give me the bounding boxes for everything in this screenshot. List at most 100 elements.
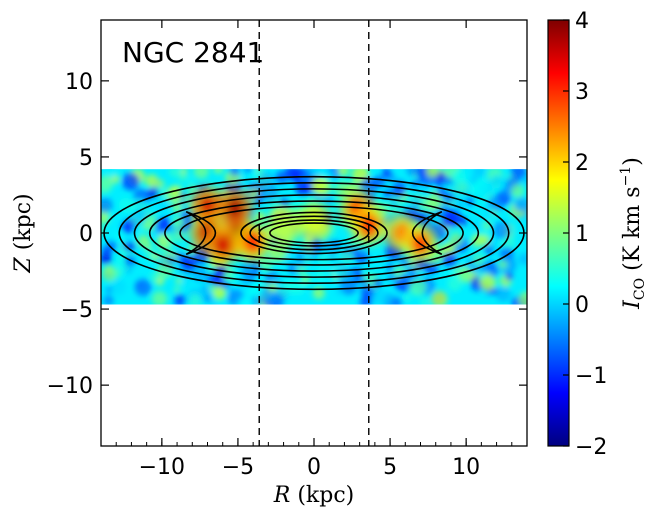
colorbar-tick-label: 1 (575, 222, 589, 247)
map-texture-cell (474, 181, 493, 199)
y-tick-label: 5 (79, 146, 93, 171)
y-tick-label: −10 (47, 374, 93, 399)
map-texture-cell (322, 194, 334, 206)
map-texture-cell (187, 176, 194, 183)
colorbar-tick-label: −1 (575, 364, 607, 389)
map-texture-cell (109, 278, 127, 296)
contour-inner (240, 211, 388, 255)
map-texture-cell (181, 276, 192, 288)
map-texture-cell (311, 169, 326, 177)
map-texture-cell (246, 279, 264, 297)
map-texture-cell (452, 170, 466, 184)
colorbar-tick-label: 3 (575, 80, 589, 105)
co-hotspot (224, 196, 245, 221)
map-texture-cell (479, 274, 497, 291)
map-texture-cell (420, 298, 430, 305)
map-texture-cell (370, 287, 389, 305)
contour-outer (133, 188, 495, 278)
map-texture-cell (101, 252, 112, 265)
co-hotspot (243, 230, 264, 255)
map-texture-cell (510, 184, 525, 198)
map-texture-cell (455, 181, 469, 194)
x-axis-label: R (kpc) (273, 483, 354, 508)
map-texture-cell (505, 272, 513, 281)
colorbar: −2 −1 0 1 2 3 4 ICO (K km s−1) (547, 9, 648, 460)
map-texture-cell (337, 169, 350, 177)
map-texture-cell (137, 234, 151, 248)
map-texture-cell (118, 197, 134, 213)
plot-area: −10 −5 0 5 10 −10 −5 0 5 10 NGC 2841 R (kpc) Z (… (11, 19, 528, 508)
y-tick-label: −5 (61, 298, 93, 323)
map-texture-cell (173, 286, 181, 294)
map-texture-cell (134, 278, 152, 296)
map-texture-cell (513, 196, 527, 212)
map-texture-cell (102, 245, 112, 256)
map-texture-cell (331, 266, 342, 277)
colorbar-tick-label: 2 (575, 151, 589, 176)
map-texture-cell (121, 172, 140, 191)
map-texture-cell (169, 169, 181, 178)
map-texture-cell (521, 175, 527, 186)
colorbar-ticks: −2 −1 0 1 2 3 4 (563, 9, 607, 460)
colorbar-label: ICO (K km s−1) (618, 157, 648, 310)
contour-inner (249, 215, 379, 251)
map-texture-cell (382, 169, 392, 178)
map-texture-cell (101, 265, 118, 282)
x-tick-label: −5 (222, 455, 254, 480)
contour-loop (411, 210, 443, 256)
x-axis-ticks: −10 −5 0 5 10 (100, 20, 528, 480)
map-texture-cell (260, 184, 279, 202)
x-tick-label: 10 (452, 455, 480, 480)
map-texture-cell (389, 296, 403, 305)
map-texture-cell (449, 232, 463, 247)
map-texture-cell (500, 187, 513, 199)
contour-outer (118, 181, 510, 285)
map-texture-cell (120, 218, 136, 234)
contour-inner (258, 219, 370, 247)
map-texture-cell (213, 169, 224, 175)
map-texture-cell (431, 291, 448, 305)
map-texture-cell (105, 266, 113, 273)
map-texture-cell (470, 233, 485, 248)
map-texture-cell (237, 296, 254, 305)
map-texture-cell (311, 177, 328, 194)
map-texture-cell (117, 216, 124, 224)
y-tick-label: 0 (79, 222, 93, 247)
map-texture-cell (518, 253, 527, 265)
map-texture-cell (518, 291, 527, 305)
map-texture-cell (359, 296, 373, 305)
map-texture-cell (493, 182, 499, 189)
contour-lines (103, 175, 525, 291)
map-texture-cell (492, 221, 511, 240)
map-texture-cell (283, 201, 291, 208)
map-texture-cell (443, 176, 453, 186)
map-texture-cell (187, 293, 202, 305)
map-texture-cell (211, 300, 217, 305)
colorbar-tick-label: 0 (575, 293, 589, 318)
map-texture-cell (178, 172, 187, 181)
contour-inner (269, 222, 359, 244)
map-texture-cell (172, 216, 185, 230)
colorbar-tick-label: 4 (575, 9, 589, 34)
map-texture-cell (157, 240, 168, 251)
colorbar-tick-label: −2 (575, 435, 607, 460)
map-texture-cell (472, 169, 486, 178)
map-texture-cell (204, 294, 212, 303)
x-tick-label: 5 (383, 455, 397, 480)
map-texture-cell (101, 176, 113, 195)
y-tick-label: 10 (65, 70, 93, 95)
map-texture-cell (288, 264, 295, 271)
map-texture-cell (498, 260, 508, 270)
vertical-dashed-lines (258, 20, 370, 446)
contour-outer (179, 205, 449, 261)
map-texture-cell (173, 294, 186, 305)
contour-outer (148, 194, 480, 272)
map-texture-cell (182, 194, 190, 203)
map-texture-cell (193, 169, 210, 179)
x-tick-label: −10 (139, 455, 185, 480)
map-texture-cell (145, 174, 159, 188)
map-texture-cell (101, 197, 113, 213)
map-texture-cell (151, 291, 168, 305)
map-texture-cell (447, 276, 463, 292)
